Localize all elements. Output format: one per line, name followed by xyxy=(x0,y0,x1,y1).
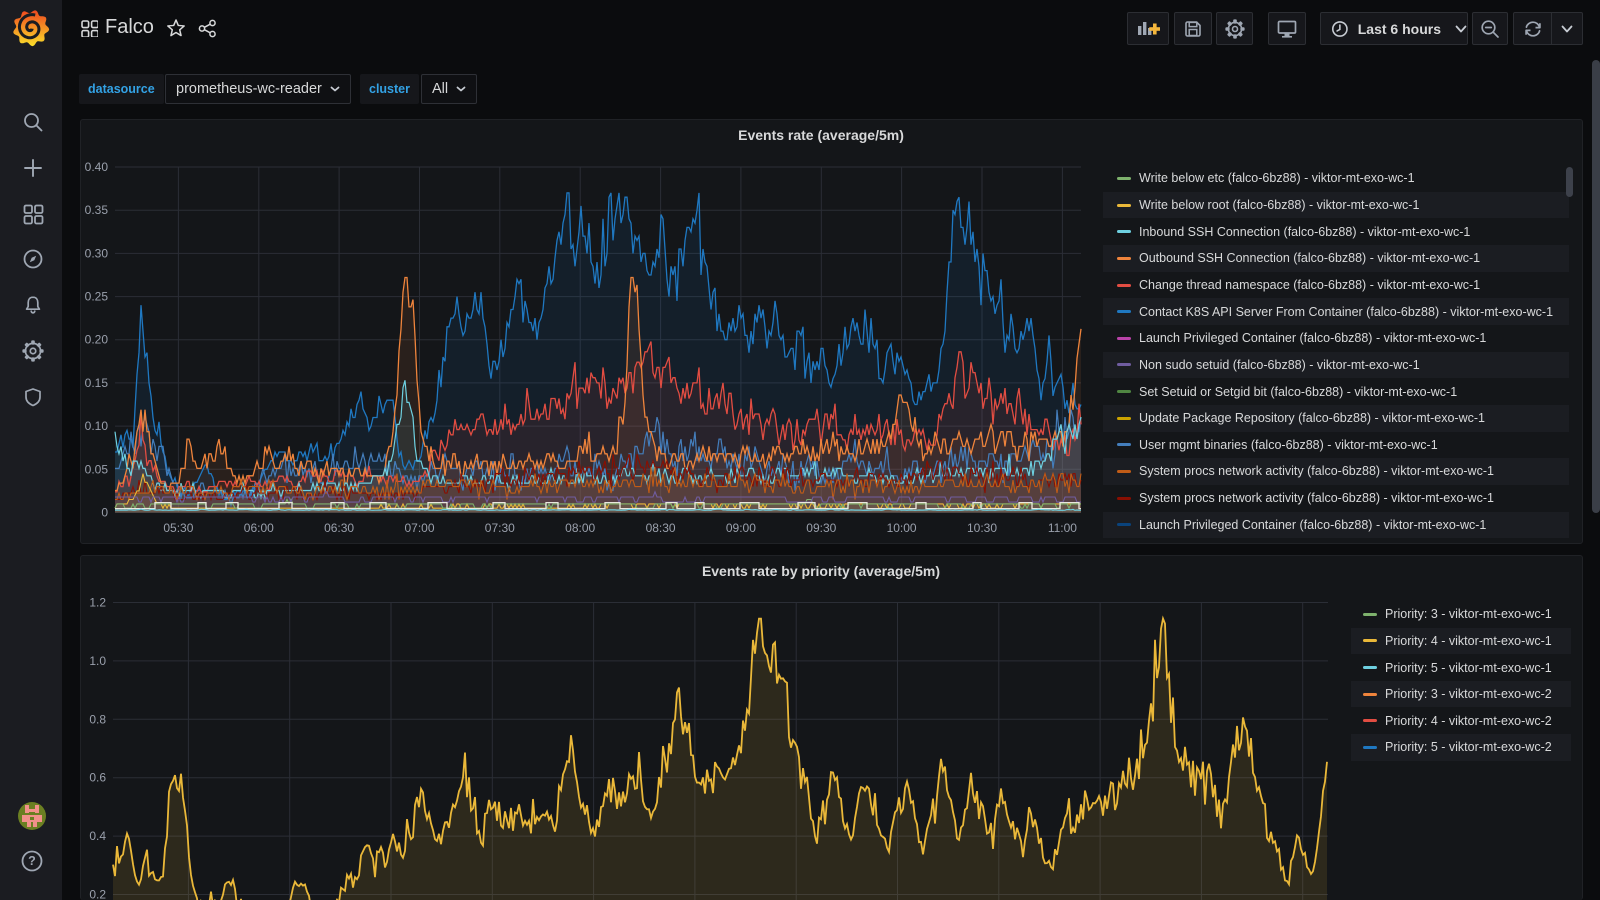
svg-text:0.10: 0.10 xyxy=(85,419,109,433)
svg-text:0.25: 0.25 xyxy=(85,290,109,304)
svg-text:1.2: 1.2 xyxy=(89,596,106,610)
svg-text:0.30: 0.30 xyxy=(85,246,109,260)
svg-text:07:00: 07:00 xyxy=(404,521,434,535)
svg-text:06:00: 06:00 xyxy=(244,521,274,535)
svg-text:0.2: 0.2 xyxy=(89,888,106,900)
svg-text:0.40: 0.40 xyxy=(85,160,109,174)
svg-text:0.15: 0.15 xyxy=(85,376,109,390)
svg-text:0: 0 xyxy=(101,506,108,520)
svg-text:?: ? xyxy=(28,854,36,868)
svg-text:0.20: 0.20 xyxy=(85,333,109,347)
svg-text:11:00: 11:00 xyxy=(1048,521,1077,535)
svg-text:06:30: 06:30 xyxy=(324,521,354,535)
svg-text:0.8: 0.8 xyxy=(89,712,106,726)
svg-text:09:00: 09:00 xyxy=(726,521,756,535)
svg-text:0.6: 0.6 xyxy=(89,771,106,785)
svg-text:10:30: 10:30 xyxy=(967,521,997,535)
svg-text:08:00: 08:00 xyxy=(565,521,595,535)
svg-text:09:30: 09:30 xyxy=(806,521,836,535)
svg-text:0.4: 0.4 xyxy=(89,829,106,843)
svg-text:10:00: 10:00 xyxy=(887,521,917,535)
svg-text:08:30: 08:30 xyxy=(646,521,676,535)
svg-text:0.05: 0.05 xyxy=(85,462,109,476)
svg-text:1.0: 1.0 xyxy=(89,654,106,668)
svg-text:07:30: 07:30 xyxy=(485,521,515,535)
svg-text:0.35: 0.35 xyxy=(85,203,109,217)
svg-text:05:30: 05:30 xyxy=(163,521,193,535)
